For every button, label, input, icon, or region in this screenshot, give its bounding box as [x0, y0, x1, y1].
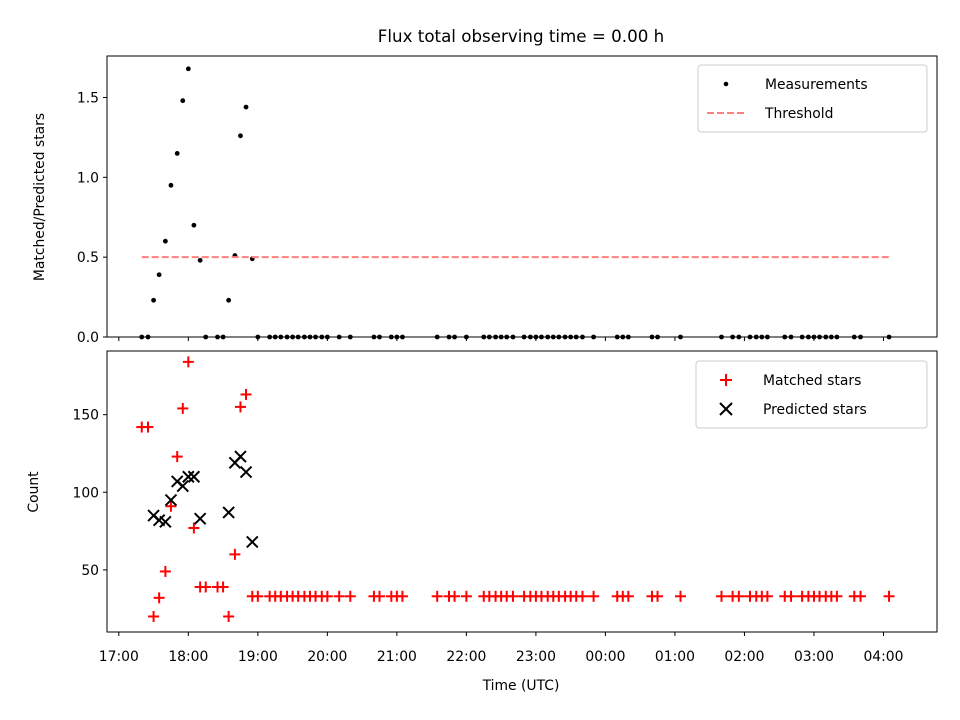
top-axes-frame: [106, 55, 938, 338]
x-tick-label: 01:00: [655, 649, 695, 665]
y-tick-label: 1.0: [77, 170, 99, 186]
predicted-star-point: [246, 535, 259, 549]
measurement-point: [197, 257, 203, 263]
matched-star-point: [588, 590, 600, 602]
bottom-y-axis-label: Count: [26, 471, 42, 513]
matched-star-point: [733, 590, 745, 602]
legend-threshold-label: Threshold: [764, 106, 833, 122]
matched-star-point: [576, 590, 588, 602]
x-tick-label: 23:00: [516, 649, 556, 665]
x-tick-label: 18:00: [168, 649, 208, 665]
measurement-point: [151, 297, 156, 303]
matched-star-point: [431, 590, 443, 602]
predicted-star-point: [234, 450, 247, 463]
predicted-star-point: [164, 493, 178, 507]
top-panel: 0.0 0.5 1.0 1.5 Matched/Predicted stars Mea…: [32, 55, 938, 346]
chart-title: Flux total observing time = 0.00 h: [378, 26, 664, 46]
matched-star-point: [460, 590, 472, 602]
matched-star-point: [344, 590, 356, 602]
x-tick-label: 20:00: [307, 649, 347, 665]
x-tick-label: 03:00: [794, 649, 834, 665]
legend-predicted-label: Predicted stars: [763, 402, 867, 418]
y-tick-label: 50: [81, 563, 99, 579]
measurement-point: [185, 66, 191, 72]
matched-star-point: [223, 610, 235, 622]
measurement-point: [180, 98, 186, 104]
legend-measurements-label: Measurements: [765, 77, 868, 93]
matched-star-point: [622, 590, 634, 602]
x-tick-label: 02:00: [724, 649, 764, 665]
matched-star-point: [855, 590, 867, 602]
y-tick-label: 150: [72, 408, 99, 424]
matched-star-point: [883, 590, 895, 602]
predicted-star-point: [187, 470, 201, 483]
matched-star-point: [785, 590, 797, 602]
x-tick-label: 00:00: [585, 649, 625, 665]
x-axis-label: Time (UTC): [482, 678, 560, 694]
predicted-star-point: [182, 470, 195, 483]
predicted-star-point: [222, 506, 235, 519]
legend-predicted-marker: [719, 402, 733, 416]
predicted-star-point: [239, 465, 253, 479]
matched-star-point: [761, 590, 773, 602]
measurement-point: [191, 222, 197, 228]
matched-star-point: [142, 421, 154, 433]
top-legend: Measurements Threshold: [697, 64, 928, 133]
matched-star-point: [373, 590, 385, 602]
matched-star-point: [200, 581, 212, 593]
legend-matched-label: Matched stars: [763, 373, 861, 389]
y-tick-label: 0.0: [77, 330, 99, 346]
matched-star-point: [148, 610, 160, 622]
y-tick-label: 0.5: [77, 250, 99, 266]
matched-star-point: [229, 548, 241, 560]
x-tick-label: 21:00: [377, 649, 417, 665]
predicted-star-point: [159, 515, 172, 528]
bottom-axes-frame: [106, 350, 938, 633]
measurement-point: [238, 133, 243, 139]
measurement-point: [226, 297, 232, 303]
y-tick-label: 100: [72, 485, 99, 501]
x-tick-label: 19:00: [238, 649, 278, 665]
x-tick-label: 17:00: [99, 649, 139, 665]
matched-star-point: [159, 565, 171, 577]
x-tick-label: 22:00: [446, 649, 486, 665]
measurement-point: [156, 272, 162, 278]
measurement-point: [174, 150, 180, 156]
matched-star-point: [188, 522, 200, 534]
matched-star-point: [333, 590, 345, 602]
measurement-point: [243, 104, 249, 110]
matched-star-point: [321, 590, 333, 602]
legend-measurements-marker: [723, 81, 729, 87]
matched-star-point: [831, 590, 843, 602]
matched-star-point: [252, 590, 264, 602]
matched-star-point: [396, 590, 408, 602]
predicted-star-point: [193, 512, 207, 525]
bottom-panel: 50 100 150 17:00 18:00 19:00 20:00 21:00 22:00 2…: [26, 350, 938, 694]
measurement-point: [162, 238, 168, 244]
matched-star-point: [182, 356, 194, 368]
y-tick-label: 1.5: [77, 91, 99, 107]
bottom-legend: Matched stars Predicted stars: [695, 360, 928, 429]
matched-star-point: [217, 581, 229, 593]
matched-star-point: [449, 590, 461, 602]
matched-star-point: [165, 500, 177, 512]
top-y-axis-label: Matched/Predicted stars: [32, 113, 48, 281]
predicted-star-point: [176, 479, 189, 493]
matched-star-point: [652, 590, 664, 602]
matched-star-point: [171, 451, 183, 463]
matched-star-point: [153, 592, 165, 604]
measurement-point: [168, 182, 174, 188]
matched-star-point: [674, 590, 686, 602]
matched-star-point: [507, 590, 519, 602]
matched-star-point: [177, 402, 189, 414]
x-tick-label: 04:00: [863, 649, 903, 665]
matched-star-point: [716, 590, 728, 602]
matched-star-point: [234, 401, 246, 413]
matched-star-point: [240, 388, 252, 400]
legend-matched-marker: [720, 374, 732, 386]
